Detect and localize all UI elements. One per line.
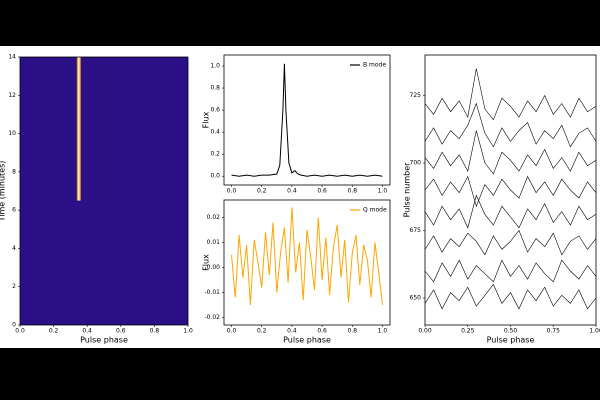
y-axis-label: Pulse number (403, 162, 412, 218)
x-tick-label: 0.50 (504, 328, 518, 335)
y-tick-label: -0.01 (204, 289, 220, 296)
x-tick-label: 0.0 (227, 188, 237, 195)
x-tick-label: 0.2 (49, 328, 59, 335)
line (231, 63, 383, 177)
x-tick-label: 1.00 (589, 328, 600, 335)
trace (424, 229, 597, 256)
axes-frame (223, 54, 391, 186)
trace (424, 175, 597, 208)
trace (424, 259, 597, 283)
y-tick-label: 4 (12, 245, 16, 252)
y-tick-label: 0.0 (210, 173, 220, 180)
trace (424, 194, 597, 229)
x-tick-label: 0.0 (227, 328, 237, 335)
y-tick-label: 0.6 (210, 107, 220, 114)
x-axis-label: Pulse phase (80, 336, 128, 345)
y-tick-label: 0.2 (210, 151, 220, 158)
x-tick-label: 0.4 (287, 188, 297, 195)
trace (424, 130, 597, 175)
x-tick-label: 1.0 (183, 328, 193, 335)
x-tick-label: 0.25 (461, 328, 475, 335)
y-tick-label: 0.8 (210, 85, 220, 92)
heatmap-background (20, 57, 188, 325)
y-tick-label: 10 (8, 130, 16, 137)
y-axis-label: Flux (202, 111, 211, 128)
x-tick-label: 0.75 (547, 328, 561, 335)
x-tick-label: 1.0 (378, 328, 388, 335)
line (231, 207, 383, 306)
x-tick-label: 1.0 (378, 188, 388, 195)
x-tick-label: 0.00 (418, 328, 432, 335)
legend-label: Q mode (363, 207, 387, 214)
x-axis-label: Pulse phase (487, 336, 535, 345)
x-tick-label: 0.2 (257, 188, 267, 195)
x-tick-label: 0.6 (317, 188, 327, 195)
x-tick-label: 0.8 (347, 328, 357, 335)
y-tick-label: 6 (12, 207, 16, 214)
axes-frame (223, 199, 391, 326)
streak-core (78, 57, 80, 201)
trace (424, 102, 597, 148)
x-tick-label: 0.6 (317, 328, 327, 335)
y-tick-label: 0.02 (207, 214, 221, 221)
y-tick-label: -0.02 (204, 314, 220, 321)
axes-frame (19, 56, 189, 326)
x-tick-label: 0.0 (15, 328, 25, 335)
legend-label: B mode (363, 62, 386, 69)
x-tick-label: 0.4 (287, 328, 297, 335)
y-axis-label: Flux (202, 254, 211, 271)
x-tick-label: 0.8 (347, 188, 357, 195)
y-tick-label: 0.00 (207, 264, 221, 271)
y-tick-label: 675 (410, 227, 422, 234)
trace (424, 283, 597, 310)
y-axis-label: Time (minutes) (0, 161, 7, 223)
x-tick-label: 0.8 (150, 328, 160, 335)
y-tick-label: 700 (410, 160, 422, 167)
y-tick-label: 650 (410, 295, 422, 302)
x-tick-label: 0.6 (116, 328, 126, 335)
x-tick-label: 0.2 (257, 328, 267, 335)
y-tick-label: 14 (8, 54, 16, 61)
y-tick-label: 1.0 (210, 63, 220, 70)
x-tick-label: 0.4 (82, 328, 92, 335)
trace (424, 68, 597, 121)
y-tick-label: 0.01 (207, 239, 221, 246)
y-tick-label: 8 (12, 168, 16, 175)
y-tick-label: 2 (12, 283, 16, 290)
y-tick-label: 12 (8, 92, 16, 99)
y-tick-label: 725 (410, 92, 422, 99)
y-tick-label: 0.4 (210, 129, 220, 136)
y-tick-label: 0 (12, 322, 16, 329)
x-axis-label: Pulse phase (283, 336, 331, 345)
